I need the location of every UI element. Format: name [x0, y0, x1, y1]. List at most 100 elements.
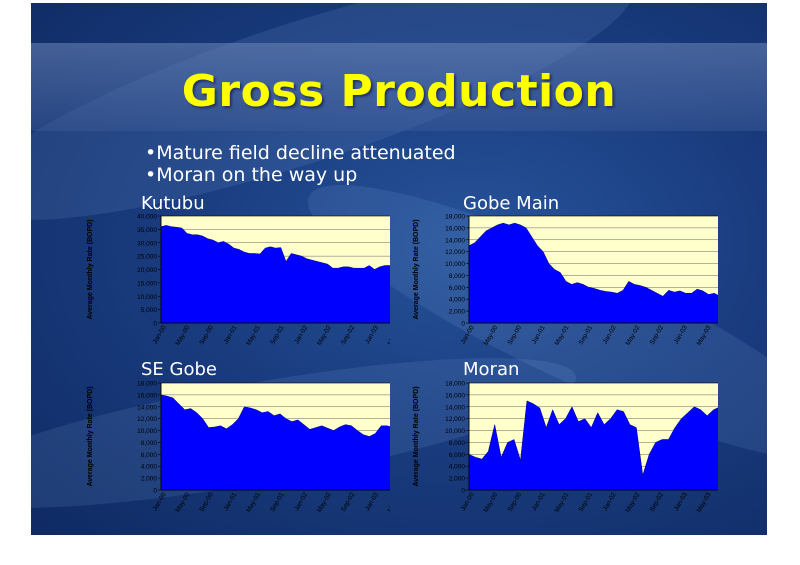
x-tick-label: Jan-03 [673, 324, 689, 345]
y-tick-label: 18,000 [445, 214, 465, 221]
title-bar [31, 43, 767, 131]
x-tick-label: Sep-00 [198, 491, 215, 513]
x-tick-label: May-03 [696, 491, 713, 514]
x-tick-label: Jan-02 [293, 491, 309, 512]
bullet-item: •Mature field decline attenuated [145, 142, 456, 164]
x-tick-label: Jan-01 [531, 324, 547, 345]
chart-title-kutubu: Kutubu [141, 193, 205, 214]
x-tick-label: Jan-01 [531, 491, 547, 512]
y-tick-label: 8,000 [141, 440, 158, 447]
x-tick-label: Jan-01 [222, 491, 238, 512]
y-tick-label: 18,000 [445, 381, 465, 388]
slide: Gross Production •Mature field decline a… [31, 3, 767, 535]
chart-moran: 0 2,000 4,000 6,000 8,000 10,000 12,000 14,000 1… [413, 381, 718, 514]
x-tick-label: Sep-01 [269, 324, 286, 346]
y-tick-label: 12,000 [445, 416, 465, 423]
x-tick-label: Jan-03 [364, 324, 380, 345]
x-tick-label: May-03 [696, 324, 713, 347]
x-tick-label: Sep-02 [340, 491, 357, 513]
x-tick-label: May-00 [174, 324, 191, 347]
y-tick-label: 6,000 [449, 452, 466, 459]
x-tick-label: May-03 [387, 491, 390, 514]
bullet-text: Moran on the way up [156, 164, 358, 186]
y-axis-title: Average Monthly Rate (BOPD) [413, 219, 420, 319]
x-tick-label: Jan-02 [293, 324, 309, 345]
y-axis-title: Average Monthly Rate (BOPD) [87, 386, 94, 486]
y-tick-label: 10,000 [445, 261, 465, 268]
x-tick-label: Sep-02 [340, 324, 357, 346]
x-tick-label: Sep-01 [578, 324, 595, 346]
chart-gobe-main: 0 2,000 4,000 6,000 8,000 10,000 12,000 14,000 1… [413, 214, 718, 347]
y-tick-label: 10,000 [137, 294, 157, 301]
x-tick-label: Jan-03 [673, 491, 689, 512]
x-tick-label: Sep-00 [198, 324, 215, 346]
y-tick-label: 15,000 [137, 280, 157, 287]
x-tick-label: May-01 [245, 491, 262, 514]
y-tick-label: 16,000 [445, 225, 465, 232]
y-tick-label: 4,000 [449, 464, 466, 471]
y-axis-title: Average Monthly Rate (BOPD) [413, 386, 420, 486]
area-series [468, 222, 718, 324]
x-tick-label: May-03 [387, 324, 390, 347]
x-tick-label: May-02 [625, 324, 642, 347]
y-tick-label: 0 [153, 321, 157, 328]
y-tick-label: 4,000 [141, 464, 158, 471]
y-tick-label: 2,000 [449, 309, 466, 316]
y-tick-label: 16,000 [445, 392, 465, 399]
x-tick-label: May-00 [483, 324, 500, 347]
y-tick-label: 30,000 [137, 240, 157, 247]
y-tick-label: 25,000 [137, 254, 157, 261]
x-tick-label: May-02 [316, 491, 333, 514]
x-tick-label: Jan-01 [222, 324, 238, 345]
y-axis-title: Average Monthly Rate (BOPD) [87, 219, 94, 319]
y-tick-label: 14,000 [137, 404, 157, 411]
x-tick-label: Sep-00 [507, 324, 524, 346]
x-tick-label: Sep-02 [649, 491, 666, 513]
y-tick-label: 20,000 [137, 267, 157, 274]
x-tick-label: May-02 [625, 491, 642, 514]
y-tick-label: 18,000 [137, 381, 157, 388]
x-tick-label: May-01 [554, 491, 571, 514]
y-tick-label: 5,000 [141, 307, 158, 314]
bullet-text: Mature field decline attenuated [156, 142, 456, 164]
y-tick-label: 12,000 [137, 416, 157, 423]
chart-title-se-gobe: SE Gobe [141, 359, 217, 380]
y-tick-label: 14,000 [445, 237, 465, 244]
x-tick-label: Jan-02 [602, 324, 618, 345]
x-tick-label: May-02 [316, 324, 333, 347]
chart-title-gobe-main: Gobe Main [463, 193, 560, 214]
x-tick-label: Sep-00 [507, 491, 524, 513]
chart-se-gobe: 0 2,000 4,000 6,000 8,000 10,000 12,000 14,000 1… [87, 381, 390, 514]
y-tick-label: 10,000 [445, 428, 465, 435]
x-tick-label: May-00 [174, 491, 191, 514]
bullet-item: •Moran on the way up [145, 164, 358, 186]
y-tick-label: 12,000 [445, 249, 465, 256]
area-series [160, 394, 390, 491]
x-tick-label: Sep-01 [578, 491, 595, 513]
y-tick-label: 40,000 [137, 214, 157, 221]
x-tick-label: May-01 [554, 324, 571, 347]
chart-kutubu: 0 5,000 10,000 15,000 20,000 25,000 30,000 35,0… [87, 214, 390, 347]
y-tick-label: 14,000 [445, 404, 465, 411]
page-title: Gross Production [181, 66, 617, 117]
y-tick-label: 2,000 [141, 476, 158, 483]
y-tick-label: 2,000 [449, 476, 466, 483]
area-series [468, 400, 718, 491]
y-tick-label: 16,000 [137, 392, 157, 399]
y-tick-label: 6,000 [449, 285, 466, 292]
y-tick-label: 6,000 [141, 452, 158, 459]
x-tick-label: Sep-01 [269, 491, 286, 513]
y-tick-label: 8,000 [449, 273, 466, 280]
area-series [160, 225, 390, 324]
x-tick-label: Jan-03 [364, 491, 380, 512]
x-tick-label: Sep-02 [649, 324, 666, 346]
y-tick-label: 8,000 [449, 440, 466, 447]
y-tick-label: 4,000 [449, 297, 466, 304]
y-tick-label: 35,000 [137, 227, 157, 234]
y-tick-label: 0 [461, 488, 465, 495]
chart-title-moran: Moran [463, 359, 520, 380]
x-tick-label: May-00 [483, 491, 500, 514]
y-tick-label: 0 [153, 488, 157, 495]
y-tick-label: 10,000 [137, 428, 157, 435]
x-tick-label: May-01 [245, 324, 262, 347]
